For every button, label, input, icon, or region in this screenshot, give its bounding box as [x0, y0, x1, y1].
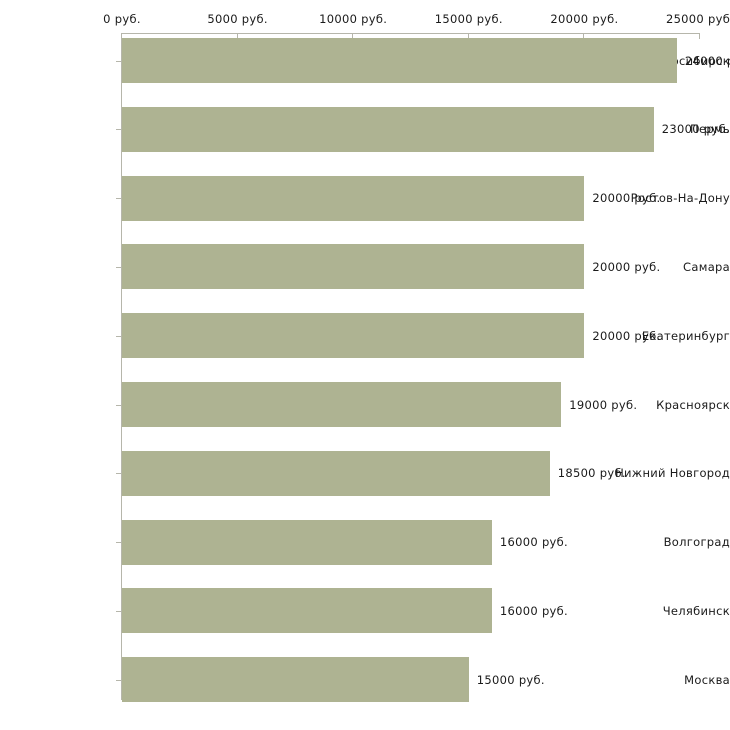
- x-axis-tick-label: 10000 руб.: [319, 12, 388, 26]
- y-axis-tick: [116, 198, 121, 200]
- bar[interactable]: [122, 588, 492, 634]
- y-axis-tick: [116, 404, 121, 406]
- bar-value-label: 23000 руб.: [661, 122, 730, 137]
- category-label: Челябинск: [662, 603, 730, 618]
- y-axis-tick: [116, 542, 121, 544]
- x-axis-line: [121, 33, 700, 34]
- bar[interactable]: [122, 106, 654, 152]
- category-label: Самара: [683, 259, 730, 274]
- category-label: Пермь: [690, 122, 730, 137]
- category-label: Москва: [684, 672, 730, 687]
- category-label: Волгоград: [663, 535, 730, 550]
- bar-value-label: 24000 ру: [684, 53, 730, 68]
- x-axis-tick: [352, 33, 354, 39]
- bar-value-label: 20000 руб.: [592, 328, 661, 343]
- category-label: Ростов-На-Дону: [630, 191, 730, 206]
- bar-value-label: 16000 руб.: [499, 535, 568, 550]
- bar[interactable]: [122, 244, 585, 290]
- y-axis-tick: [116, 473, 121, 475]
- category-label: Красноярск: [656, 397, 730, 412]
- bar[interactable]: [122, 382, 562, 427]
- category-label: Нижний Новгород: [615, 466, 730, 481]
- y-axis-tick: [116, 266, 121, 268]
- x-axis-tick-label: 5000 руб.: [207, 12, 268, 26]
- x-axis-tick: [467, 33, 469, 39]
- x-axis-tick-label: 15000 руб.: [434, 12, 503, 26]
- y-axis-tick: [116, 129, 121, 131]
- bar[interactable]: [122, 519, 492, 565]
- bar-value-label: 18500 руб.: [557, 466, 626, 481]
- bar[interactable]: [122, 657, 469, 703]
- bar[interactable]: [122, 175, 585, 221]
- bar[interactable]: [122, 450, 550, 496]
- x-axis-tick: [699, 33, 700, 39]
- bar[interactable]: [122, 313, 585, 359]
- y-axis-tick: [116, 60, 121, 62]
- bar-value-label: 15000 руб.: [476, 672, 545, 687]
- y-axis-tick: [116, 679, 121, 681]
- x-axis-tick: [236, 33, 238, 39]
- bar-value-label: 19000 руб.: [569, 397, 638, 412]
- y-axis-line: [121, 33, 122, 700]
- x-axis-tick: [583, 33, 585, 39]
- bar-value-label: 20000 руб.: [592, 259, 661, 274]
- bar-value-label: 20000 руб.: [592, 191, 661, 206]
- y-axis-tick: [116, 335, 121, 337]
- y-axis-tick: [116, 610, 121, 612]
- x-axis-tick-label: 20000 руб.: [550, 12, 619, 26]
- x-axis-tick-label: 25000 руб.: [665, 12, 730, 26]
- bar[interactable]: [122, 38, 677, 83]
- category-label: Екатеринбург: [641, 328, 730, 343]
- x-axis-tick-label: 0 руб.: [103, 12, 141, 26]
- bar-value-label: 16000 руб.: [499, 603, 568, 618]
